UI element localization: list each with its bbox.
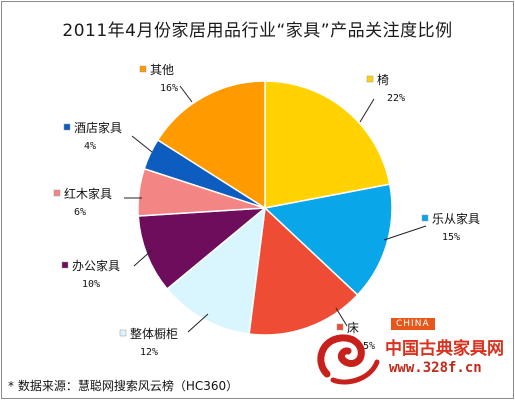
legend-marker-4	[119, 329, 127, 337]
slice-label-6: 红木家具	[64, 186, 112, 201]
legend-marker-8	[139, 65, 147, 73]
leader-line-3	[335, 307, 348, 327]
watermark-seal-icon	[317, 334, 380, 385]
leader-line-5	[133, 249, 153, 267]
slice-value-4: 12%	[140, 347, 158, 358]
pie-slice-3	[248, 206, 359, 336]
chart-title: 2011年4月份家居用品行业“家具”产品关注度比例	[62, 21, 453, 41]
watermark-latin: CHINA	[391, 318, 435, 330]
slice-value-1: 22%	[387, 93, 405, 104]
watermark-site-name: 中国古典家具网	[385, 339, 504, 359]
slice-value-2: 15%	[442, 232, 460, 243]
slice-label-4: 整体橱柜	[130, 326, 178, 341]
slice-label-5: 办公家具	[72, 258, 120, 273]
slice-value-6: 6%	[74, 207, 86, 218]
legend-marker-6	[53, 189, 61, 197]
leader-line-1	[359, 98, 375, 123]
slice-value-3: 15%	[357, 341, 375, 352]
legend-marker-2	[421, 214, 429, 222]
legend-marker-7	[63, 123, 71, 131]
slice-value-8: 16%	[160, 83, 178, 94]
source-note: * 数据来源：慧聪网搜索风云榜（HC360）	[8, 379, 239, 393]
pie-slice-1	[264, 80, 391, 209]
slice-label-7: 酒店家具	[74, 120, 122, 135]
legend-marker-1	[366, 75, 374, 83]
leader-line-8	[179, 85, 193, 103]
slice-label-1: 椅	[377, 73, 389, 87]
watermark-url: www.328f.cn	[389, 360, 482, 376]
legend-marker-5	[61, 261, 69, 269]
leader-line-4	[187, 313, 209, 333]
pie-slice-4	[166, 206, 266, 335]
leader-line-2	[383, 225, 427, 241]
legend-marker-3	[336, 323, 344, 331]
slice-value-7: 4%	[84, 141, 96, 152]
slice-label-2: 乐从家具	[432, 211, 480, 226]
pie-slice-8	[156, 80, 266, 210]
slice-label-8: 其他	[150, 63, 174, 77]
leader-line-7	[131, 135, 153, 153]
slice-value-5: 10%	[82, 279, 100, 290]
site-watermark: CHINA 中国古典家具网 www.328f.cn	[313, 318, 504, 388]
pie-slice-2	[263, 183, 393, 296]
slice-label-3: 床	[347, 321, 359, 335]
